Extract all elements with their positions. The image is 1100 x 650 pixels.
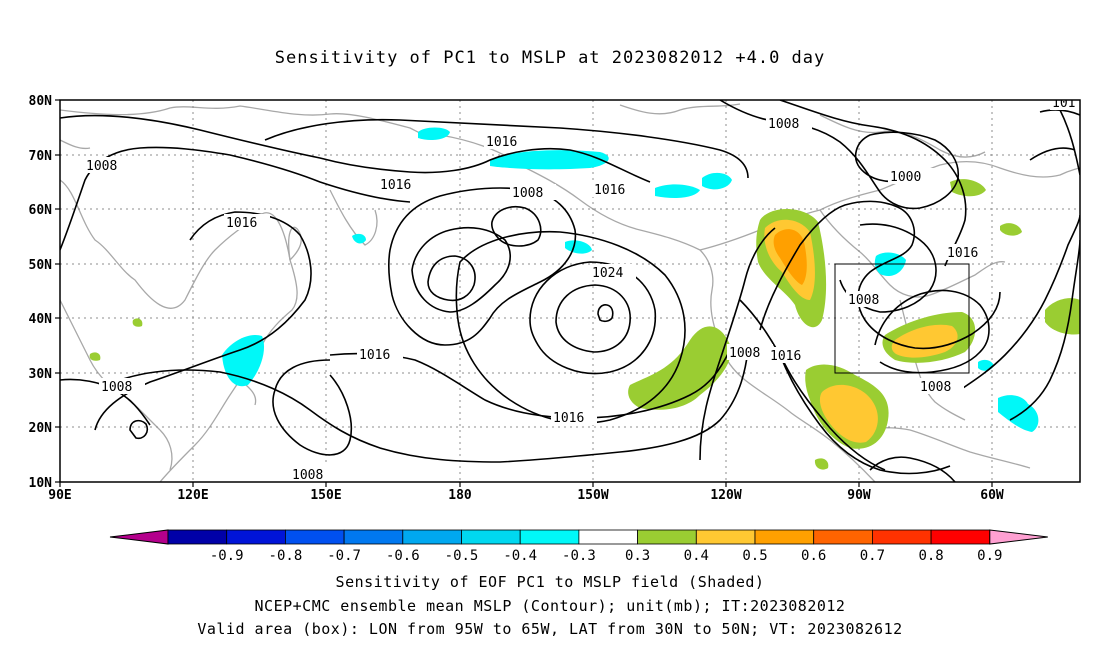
contour-labels: 1008 1016 1016 1008 1016 1000 1016 1024 … (84, 96, 1080, 483)
lat-label: 30N (29, 367, 53, 382)
colorbar-swatch (872, 529, 932, 545)
lon-label: 120E (177, 488, 208, 503)
contour-label: 1008 (292, 468, 323, 483)
contour-label: 1008 (768, 117, 799, 132)
lon-label: 120W (710, 488, 741, 503)
colorbar-label: 0.5 (742, 548, 767, 564)
contour-label: 1016 (770, 349, 801, 364)
contour-label: 1016 (553, 411, 584, 426)
colorbar-label: 0.7 (860, 548, 885, 564)
longitude-labels: 90E 120E 150E 180 150W 120W 90W 60W (48, 488, 1004, 503)
lat-label: 10N (29, 476, 53, 491)
lon-label: 60W (980, 488, 1004, 503)
axis-ticks (55, 99, 993, 487)
lat-label: 50N (29, 258, 53, 273)
lat-label: 80N (29, 94, 53, 109)
contour-label: 1008 (86, 159, 117, 174)
negative-patch (655, 184, 700, 198)
colorbar-label: -0.9 (210, 548, 244, 564)
negative-patch (222, 334, 265, 387)
positive-patch (773, 229, 807, 285)
positive-patch (891, 324, 958, 358)
colorbar-label: 0.3 (625, 548, 650, 564)
map-title: Sensitivity of PC1 to MSLP at 2023082012… (274, 48, 826, 68)
map-border (59, 99, 1081, 483)
colorbar-label: 0.8 (918, 548, 943, 564)
contour-label: 1016 (594, 183, 625, 198)
colorbar-swatch (695, 529, 756, 545)
negative-patch (490, 150, 609, 170)
caption-line-1: Sensitivity of EOF PC1 to MSLP field (Sh… (335, 573, 765, 591)
positive-patch (1000, 223, 1022, 236)
positive-patch (950, 179, 986, 197)
colorbar-label: -0.6 (386, 548, 420, 564)
colorbar-swatch (813, 529, 873, 545)
colorbar-swatch (226, 529, 286, 545)
positive-patch (132, 318, 143, 327)
valid-area-box (834, 263, 970, 374)
lat-label: 60N (29, 203, 53, 218)
negative-patch (702, 172, 732, 190)
colorbar-swatch (284, 529, 345, 545)
contour-label: 1008 (729, 346, 760, 361)
colorbar-swatch (402, 529, 462, 545)
colorbar-swatch (461, 529, 521, 545)
positive-patch (814, 458, 829, 470)
contour-label: 1016 (359, 348, 390, 363)
colorbar-low-arrow (109, 529, 169, 545)
positive-patch (628, 326, 731, 410)
negative-patch (998, 395, 1039, 432)
latitude-labels: 80N 70N 60N 50N 40N 30N 20N 10N (29, 94, 53, 491)
contour-label: 1008 (848, 293, 879, 308)
lat-label: 70N (29, 149, 53, 164)
colorbar-swatch (578, 529, 639, 545)
colorbar-label: -0.5 (445, 548, 479, 564)
caption-line-3: Valid area (box): LON from 95W to 65W, L… (197, 620, 903, 638)
contour-label: 1016 (486, 135, 517, 150)
lon-label: 180 (448, 488, 472, 503)
lon-label: 90E (48, 488, 71, 503)
colorbar-swatch (637, 529, 697, 545)
negative-patch (418, 127, 450, 140)
positive-patch (819, 384, 878, 443)
positive-patch (89, 352, 101, 361)
colorbar-label: -0.3 (562, 548, 596, 564)
contour-label: 1016 (226, 216, 257, 231)
colorbar-swatch (519, 529, 580, 545)
contour-label: 1016 (947, 246, 978, 261)
colorbar-label: -0.4 (503, 548, 537, 564)
caption-line-2: NCEP+CMC ensemble mean MSLP (Contour); u… (254, 597, 846, 615)
colorbar: -0.9 -0.8 -0.7 -0.6 -0.5 -0.4 -0.3 0.3 0.4 0.5 0.6… (109, 529, 1048, 564)
lon-label: 90W (847, 488, 871, 503)
colorbar-label: 0.4 (684, 548, 709, 564)
colorbar-swatch (343, 529, 404, 545)
lat-label: 20N (29, 421, 53, 436)
colorbar-label: 0.6 (801, 548, 826, 564)
colorbar-swatch (167, 529, 228, 545)
contour-label: 1008 (920, 380, 951, 395)
colorbar-label: -0.8 (269, 548, 303, 564)
contour-label: 101 (1052, 96, 1075, 111)
lat-label: 40N (29, 312, 53, 327)
colorbar-label: 0.9 (977, 548, 1002, 564)
lon-label: 150E (310, 488, 341, 503)
colorbar-high-arrow (989, 529, 1048, 545)
colorbar-swatch (754, 529, 815, 545)
negative-patch (352, 233, 366, 244)
contour-label: 1000 (890, 170, 921, 185)
lon-label: 150W (577, 488, 608, 503)
contour-label: 1008 (512, 186, 543, 201)
contour-label: 1008 (101, 380, 132, 395)
colorbar-swatch (930, 529, 991, 545)
colorbar-label: -0.7 (327, 548, 361, 564)
contour-label: 1024 (592, 266, 623, 281)
contour-label: 1016 (380, 178, 411, 193)
